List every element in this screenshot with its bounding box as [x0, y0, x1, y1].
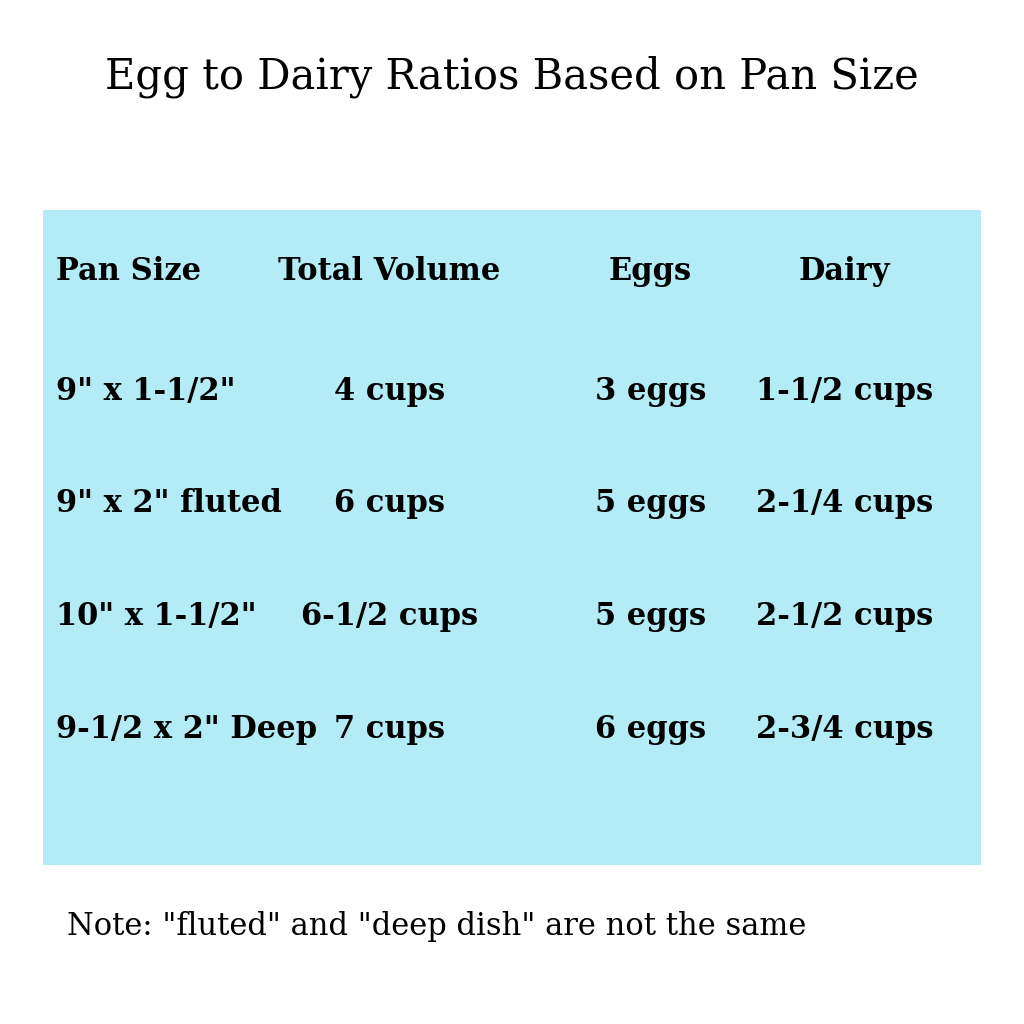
Text: Pan Size: Pan Size — [56, 256, 202, 287]
Text: 1-1/2 cups: 1-1/2 cups — [757, 376, 933, 407]
Text: 9-1/2 x 2" Deep: 9-1/2 x 2" Deep — [56, 714, 317, 744]
Text: 6 eggs: 6 eggs — [595, 714, 706, 744]
FancyBboxPatch shape — [43, 210, 981, 865]
Text: Eggs: Eggs — [608, 256, 692, 287]
Text: 6 cups: 6 cups — [334, 488, 444, 519]
Text: Note: "fluted" and "deep dish" are not the same: Note: "fluted" and "deep dish" are not t… — [67, 911, 806, 942]
Text: 2-1/4 cups: 2-1/4 cups — [756, 488, 934, 519]
Text: 2-3/4 cups: 2-3/4 cups — [756, 714, 934, 744]
Text: 6-1/2 cups: 6-1/2 cups — [301, 601, 477, 632]
Text: 5 eggs: 5 eggs — [595, 488, 706, 519]
Text: 5 eggs: 5 eggs — [595, 601, 706, 632]
Text: 9" x 2" fluted: 9" x 2" fluted — [56, 488, 283, 519]
Text: 9" x 1-1/2": 9" x 1-1/2" — [56, 376, 236, 407]
Text: 10" x 1-1/2": 10" x 1-1/2" — [56, 601, 257, 632]
Text: Dairy: Dairy — [799, 256, 891, 287]
Text: 7 cups: 7 cups — [334, 714, 444, 744]
Text: Total Volume: Total Volume — [278, 256, 501, 287]
Text: 2-1/2 cups: 2-1/2 cups — [756, 601, 934, 632]
Text: 4 cups: 4 cups — [334, 376, 444, 407]
Text: Egg to Dairy Ratios Based on Pan Size: Egg to Dairy Ratios Based on Pan Size — [105, 55, 919, 98]
Text: 3 eggs: 3 eggs — [595, 376, 706, 407]
